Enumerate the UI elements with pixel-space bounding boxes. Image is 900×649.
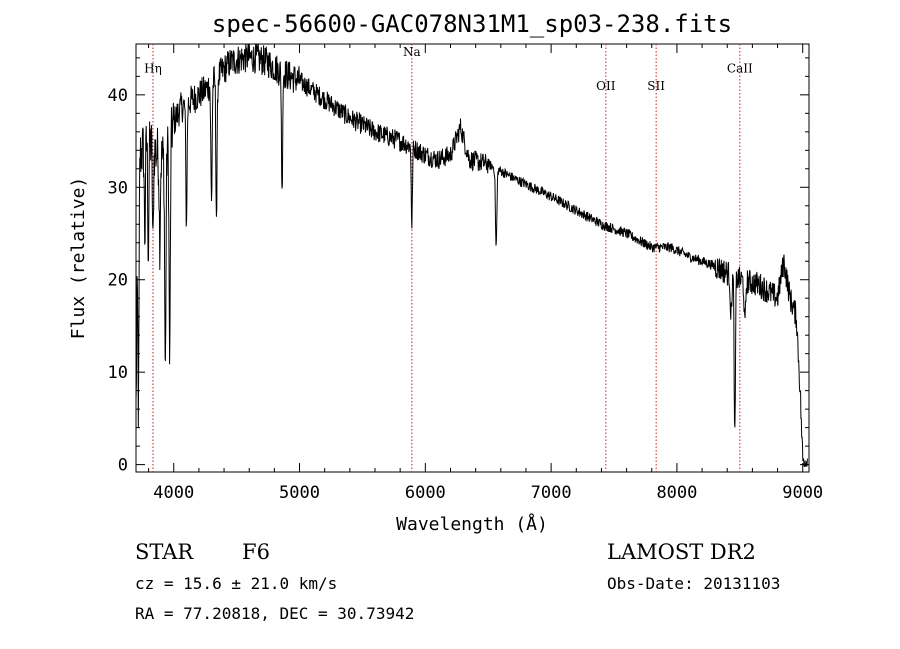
chart-title: spec-56600-GAC078N31M1_sp03-238.fits: [212, 10, 732, 38]
x-axis-label: Wavelength (Å): [396, 513, 548, 535]
spectral-line-markers: Hη Na OII SII CaII: [144, 44, 753, 472]
x-tick-label: 6000: [405, 483, 446, 503]
y-axis-label: Flux (relative): [68, 177, 89, 340]
y-tick-label: 10: [108, 363, 128, 383]
x-tick-label: 7000: [531, 483, 572, 503]
spectral-line-label: CaII: [727, 62, 753, 76]
object-class: STAR: [135, 540, 194, 564]
sky-coordinates: RA = 77.20818, DEC = 30.73942: [135, 604, 414, 623]
y-axis-ticks: 0 10 20 30 40: [108, 57, 809, 476]
x-tick-label: 9000: [782, 483, 823, 503]
spectral-line-label: OII: [596, 79, 616, 93]
x-axis-ticks: 4000 5000 6000 7000 8000 9000: [148, 44, 823, 503]
plot-frame: [135, 43, 810, 473]
redshift-velocity: cz = 15.6 ± 21.0 km/s: [135, 574, 337, 593]
survey-name: LAMOST DR2: [607, 540, 756, 564]
spectral-line-label: Hη: [144, 62, 162, 76]
spectral-line-label: Na: [403, 45, 421, 59]
spectral-line-label: SII: [647, 79, 665, 93]
object-subclass: F6: [242, 540, 270, 564]
x-tick-label: 5000: [279, 483, 320, 503]
spectrum-series-line: [135, 43, 808, 467]
x-tick-label: 8000: [656, 483, 697, 503]
y-tick-label: 30: [108, 178, 128, 198]
y-tick-label: 20: [108, 271, 128, 291]
y-tick-label: 0: [118, 456, 128, 476]
y-tick-label: 40: [108, 86, 128, 106]
x-tick-label: 4000: [153, 483, 194, 503]
observation-date: Obs-Date: 20131103: [607, 574, 780, 593]
